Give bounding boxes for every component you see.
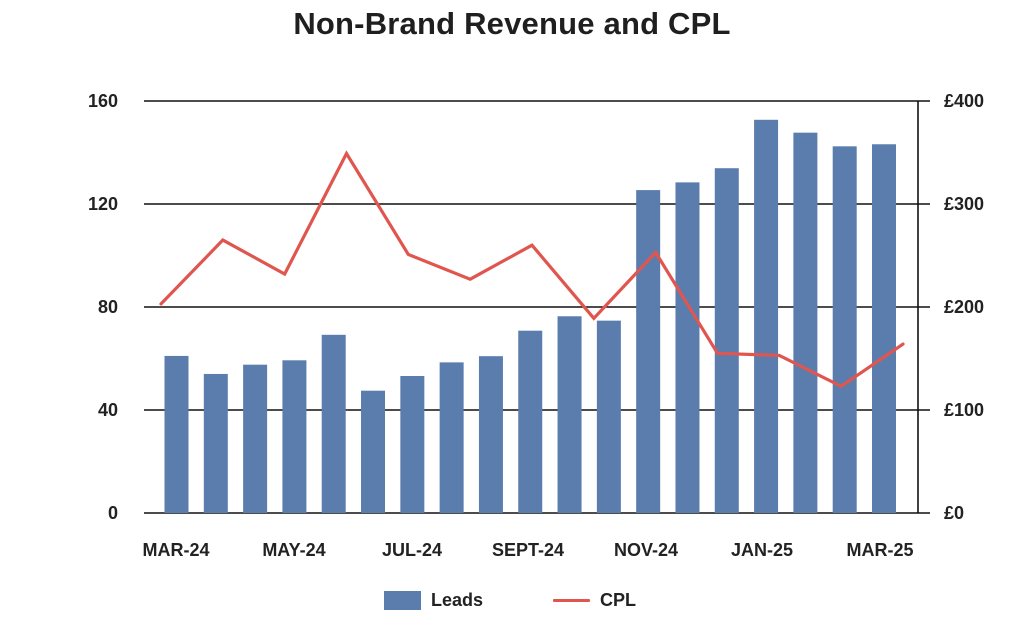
bar-leads xyxy=(439,362,464,513)
legend-swatch-leads xyxy=(384,590,421,610)
bar-leads xyxy=(361,390,386,513)
bar-leads xyxy=(400,376,425,513)
y2-tick-label: £200 xyxy=(944,297,984,317)
y-tick-label: 80 xyxy=(98,297,118,317)
bar-leads xyxy=(675,182,700,513)
y2-tick-label: £400 xyxy=(944,91,984,111)
y-axis-left-ticks: 0 40 80 120 160 xyxy=(88,91,118,523)
y-tick-label: 40 xyxy=(98,400,118,420)
y-tick-label: 0 xyxy=(108,503,118,523)
bar-leads xyxy=(872,144,896,513)
y2-tick-label: £300 xyxy=(944,194,984,214)
bar-leads xyxy=(754,119,779,514)
bar-leads xyxy=(518,330,543,513)
leads-bars xyxy=(164,119,896,514)
legend-label-leads: Leads xyxy=(431,589,484,610)
bar-leads xyxy=(832,146,857,513)
y2-tick-label: £0 xyxy=(944,503,964,523)
bar-leads xyxy=(478,356,503,513)
bar-leads xyxy=(557,316,582,513)
legend-label-cpl: CPL xyxy=(600,589,636,610)
x-tick-label: NOV-24 xyxy=(614,540,678,560)
y-axis-right-ticks: £0 £100 £200 £300 £400 xyxy=(944,91,984,523)
bar-leads xyxy=(203,373,228,513)
bar-leads xyxy=(321,334,346,513)
x-tick-label: MAR-25 xyxy=(846,540,913,560)
bar-leads xyxy=(164,355,189,513)
x-tick-label: MAR-24 xyxy=(142,540,209,560)
x-tick-label: SEPT-24 xyxy=(492,540,564,560)
chart-title: Non-Brand Revenue and CPL xyxy=(293,6,731,41)
bar-leads xyxy=(282,360,307,513)
cpl-line-group xyxy=(159,150,905,389)
legend-swatch-cpl xyxy=(553,598,590,602)
bar-leads xyxy=(596,320,621,513)
x-tick-label: MAY-24 xyxy=(262,540,325,560)
legend-item-cpl[interactable]: CPL xyxy=(553,588,636,612)
bar-leads xyxy=(714,168,739,513)
y-tick-label: 160 xyxy=(88,91,118,111)
y2-tick-label: £100 xyxy=(944,400,984,420)
bar-leads xyxy=(243,364,268,513)
legend: Leads CPL xyxy=(0,588,1024,612)
x-tick-label: JAN-25 xyxy=(731,540,793,560)
x-axis-ticks: MAR-24 MAY-24 JUL-24 SEPT-24 NOV-24 JAN-25 MAR… xyxy=(142,540,913,560)
bar-leads xyxy=(793,132,818,514)
legend-item-leads[interactable]: Leads xyxy=(384,588,483,612)
y-tick-label: 120 xyxy=(88,194,118,214)
bar-leads xyxy=(636,190,661,513)
x-tick-label: JUL-24 xyxy=(382,540,442,560)
